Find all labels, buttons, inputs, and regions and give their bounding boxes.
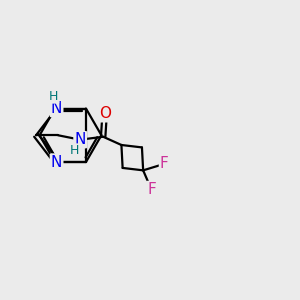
Text: O: O [99, 106, 111, 121]
Text: H: H [49, 90, 58, 103]
Text: H: H [70, 144, 80, 158]
Text: N: N [51, 154, 62, 169]
Text: F: F [147, 182, 156, 197]
Text: N: N [74, 132, 86, 147]
Text: F: F [160, 156, 169, 171]
Text: N: N [51, 101, 62, 116]
